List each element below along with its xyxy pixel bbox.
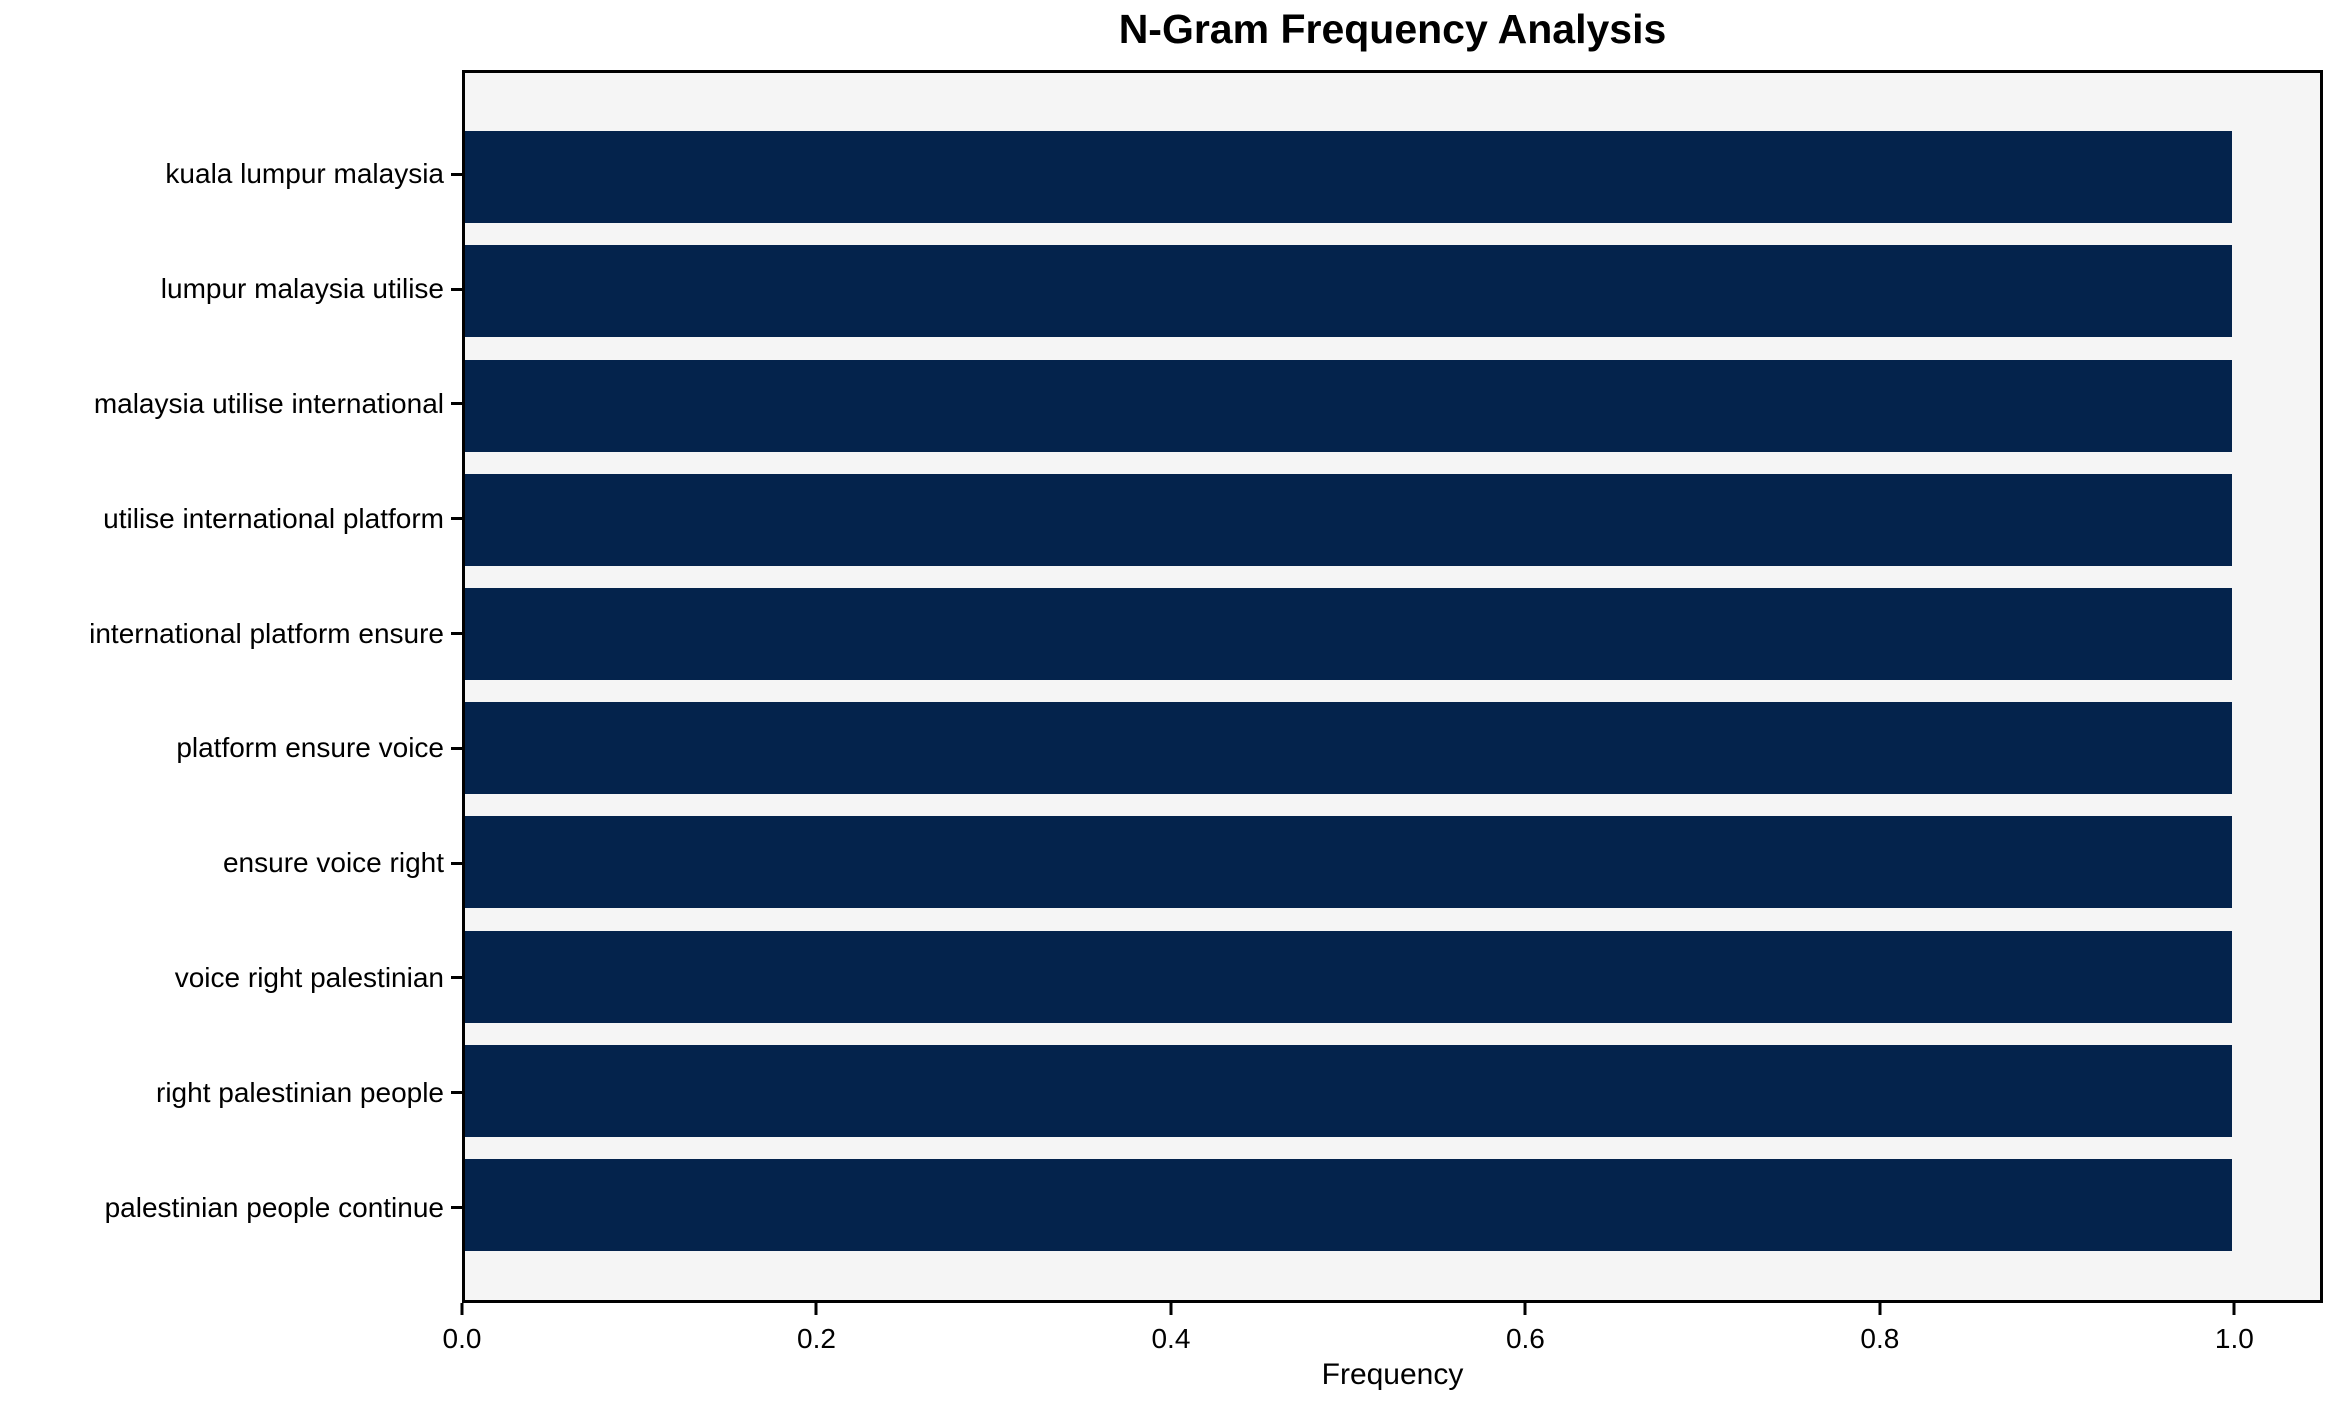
bar-row [465,234,2320,348]
x-tick-mark [2232,1303,2236,1315]
y-tick-mark [451,746,462,750]
bar-row [465,463,2320,577]
bar-row [465,1034,2320,1148]
y-tick-mark [451,976,462,980]
y-tick-mark [451,172,462,176]
y-tick-label: kuala lumpur malaysia [165,158,444,190]
x-tick-label: 0.4 [1151,1323,1191,1354]
bar-rows [465,73,2320,1300]
y-tick-row: right palestinian people [0,1035,462,1150]
x-tick-label: 0.6 [1505,1323,1545,1354]
bar-row [465,348,2320,462]
bar [465,245,2232,338]
y-tick-row: international platform ensure [0,576,462,691]
x-axis-ticks: 0.0 0.2 0.4 0.6 0.8 1.0 [443,1303,2323,1373]
y-tick-label: utilise international platform [103,502,444,534]
y-tick-row: ensure voice right [0,806,462,921]
y-tick-label: lumpur malaysia utilise [160,273,444,305]
y-tick-row: kuala lumpur malaysia [0,117,462,232]
y-tick-row: lumpur malaysia utilise [0,232,462,347]
bar [465,359,2232,452]
y-tick-mark [451,1206,462,1210]
bar [465,930,2232,1023]
x-tick-label: 0.8 [1860,1323,1900,1354]
y-tick-label: right palestinian people [156,1076,444,1108]
y-tick-label: platform ensure voice [176,732,444,764]
bar [465,587,2232,680]
y-tick-label: palestinian people continue [104,1191,444,1223]
y-tick-mark [451,632,462,636]
y-tick-mark [451,861,462,865]
y-tick-label: malaysia utilise international [93,387,444,419]
y-tick-label: international platform ensure [89,617,444,649]
x-tick-mark [1878,1303,1882,1315]
bar-row [465,120,2320,234]
y-tick-label: ensure voice right [222,847,444,879]
bar-row [465,577,2320,691]
x-tick-label: 1.0 [2214,1323,2254,1354]
y-tick-mark [451,517,462,521]
x-tick-mark [460,1303,464,1315]
y-tick-mark [451,402,462,406]
bar [465,816,2232,909]
bar-row [465,691,2320,805]
y-tick-label: voice right palestinian [174,961,444,993]
x-tick-mark [1523,1303,1527,1315]
y-tick-row: palestinian people continue [0,1150,462,1265]
plot-area [462,70,2323,1303]
bar [465,473,2232,566]
y-tick-row: utilise international platform [0,461,462,576]
bar-row [465,805,2320,919]
x-tick-label: 0.0 [442,1323,482,1354]
x-tick-label: 0.2 [797,1323,836,1354]
y-tick-mark [451,1091,462,1095]
bar-row [465,1148,2320,1262]
x-tick-mark [1169,1303,1173,1315]
y-axis-labels: kuala lumpur malaysia lumpur malaysia uti… [0,70,462,1303]
bar [465,1158,2232,1251]
x-axis-title: Frequency [1321,1358,1464,1391]
bar-row [465,919,2320,1033]
y-tick-row: platform ensure voice [0,691,462,806]
x-tick-mark [814,1303,818,1315]
bar [465,131,2232,224]
bar [465,702,2232,795]
chart-title: N-Gram Frequency Analysis [1118,6,1667,52]
bar [465,1044,2232,1137]
y-tick-mark [451,287,462,291]
y-tick-row: malaysia utilise international [0,347,462,462]
y-tick-row: voice right palestinian [0,921,462,1036]
